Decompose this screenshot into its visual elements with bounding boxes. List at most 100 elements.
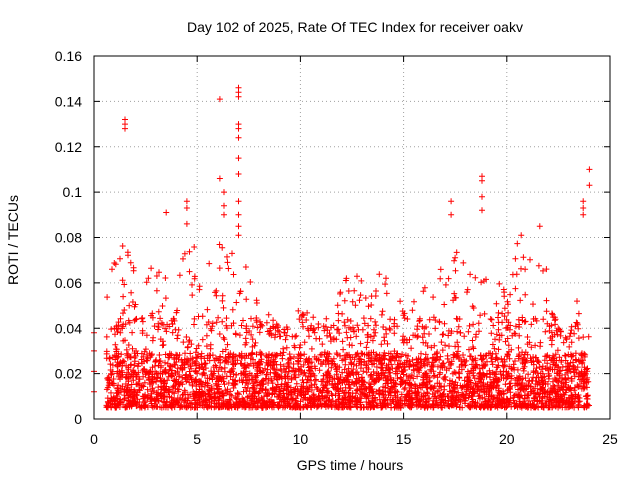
roti-point: [216, 96, 223, 103]
roti-point: [437, 383, 443, 390]
roti-point: [580, 198, 587, 205]
roti-point: [263, 319, 270, 326]
roti-point: [201, 361, 208, 368]
roti-point: [288, 391, 295, 398]
roti-point: [268, 332, 275, 339]
roti-point: [526, 339, 533, 346]
roti-point: [481, 388, 488, 395]
roti-point: [206, 388, 213, 395]
roti-point: [469, 344, 476, 350]
roti-point: [438, 384, 445, 390]
roti-point: [182, 395, 189, 402]
roti-point: [257, 368, 264, 375]
roti-point: [103, 350, 110, 357]
roti-point: [124, 354, 131, 361]
roti-point: [219, 318, 226, 325]
roti-point: [183, 220, 190, 227]
roti-point: [426, 377, 433, 384]
roti-point: [298, 314, 305, 320]
roti-point: [307, 384, 314, 391]
roti-point: [208, 371, 215, 378]
roti-point: [186, 268, 193, 275]
roti-point: [202, 395, 209, 402]
roti-point: [249, 323, 256, 330]
roti-point: [347, 403, 354, 410]
roti-point: [493, 354, 500, 361]
roti-point: [418, 350, 424, 357]
roti-point: [575, 383, 582, 390]
roti-point: [266, 390, 273, 397]
roti-point: [560, 339, 567, 346]
roti-point: [285, 379, 292, 386]
roti-point: [412, 332, 419, 339]
roti-point: [358, 395, 365, 402]
roti-point: [369, 386, 376, 393]
roti-point: [326, 374, 333, 381]
y-tick-label: 0.14: [55, 93, 82, 109]
roti-point: [108, 326, 115, 333]
roti-point: [397, 381, 404, 388]
roti-point: [465, 376, 472, 383]
roti-point: [130, 377, 137, 384]
roti-point: [365, 358, 372, 364]
roti-point: [555, 392, 561, 399]
roti-point: [294, 392, 301, 399]
roti-point: [532, 342, 539, 349]
roti-point: [351, 381, 358, 387]
roti-point: [328, 390, 335, 397]
roti-point: [155, 308, 162, 315]
roti-point: [415, 355, 422, 362]
roti-point: [453, 394, 460, 401]
roti-point: [315, 357, 322, 364]
roti-point: [387, 350, 394, 357]
roti-point: [251, 342, 258, 349]
roti-point: [304, 309, 311, 316]
roti-point: [236, 352, 243, 359]
roti-point: [209, 395, 215, 402]
roti-point: [248, 331, 255, 338]
roti-point: [310, 314, 317, 321]
roti-point: [236, 290, 243, 297]
roti-point: [348, 369, 355, 376]
roti-point: [401, 315, 408, 322]
roti-point: [185, 361, 192, 368]
roti-point: [580, 383, 587, 390]
roti-point: [528, 321, 535, 328]
roti-point: [139, 382, 146, 389]
roti-point: [330, 322, 337, 329]
roti-point: [207, 325, 214, 332]
roti-point: [126, 319, 133, 326]
roti-point: [571, 330, 578, 337]
roti-point: [531, 395, 538, 402]
roti-point: [172, 362, 179, 368]
roti-point: [528, 359, 535, 366]
roti-point: [442, 281, 449, 288]
roti-point: [357, 404, 364, 411]
roti-point: [119, 373, 125, 380]
roti-point: [535, 374, 542, 381]
roti-point: [300, 361, 307, 368]
roti-point: [441, 386, 448, 393]
x-axis-label: GPS time / hours: [297, 457, 404, 473]
roti-point: [397, 397, 404, 404]
roti-point: [430, 294, 437, 301]
roti-point: [359, 381, 366, 388]
roti-point: [186, 379, 193, 386]
roti-point: [366, 400, 373, 406]
roti-point: [572, 323, 579, 330]
roti-point: [455, 389, 462, 396]
roti-point: [256, 329, 263, 336]
roti-point: [291, 353, 297, 360]
roti-point: [147, 368, 154, 375]
roti-point: [423, 324, 429, 330]
roti-point: [321, 327, 328, 334]
roti-point: [504, 387, 511, 394]
roti-point: [512, 323, 519, 330]
roti-point: [180, 391, 187, 398]
roti-point: [516, 393, 523, 400]
roti-point: [401, 386, 408, 393]
roti-point: [144, 386, 151, 393]
roti-point: [418, 393, 425, 400]
roti-point: [159, 338, 166, 345]
roti-point: [342, 384, 349, 391]
